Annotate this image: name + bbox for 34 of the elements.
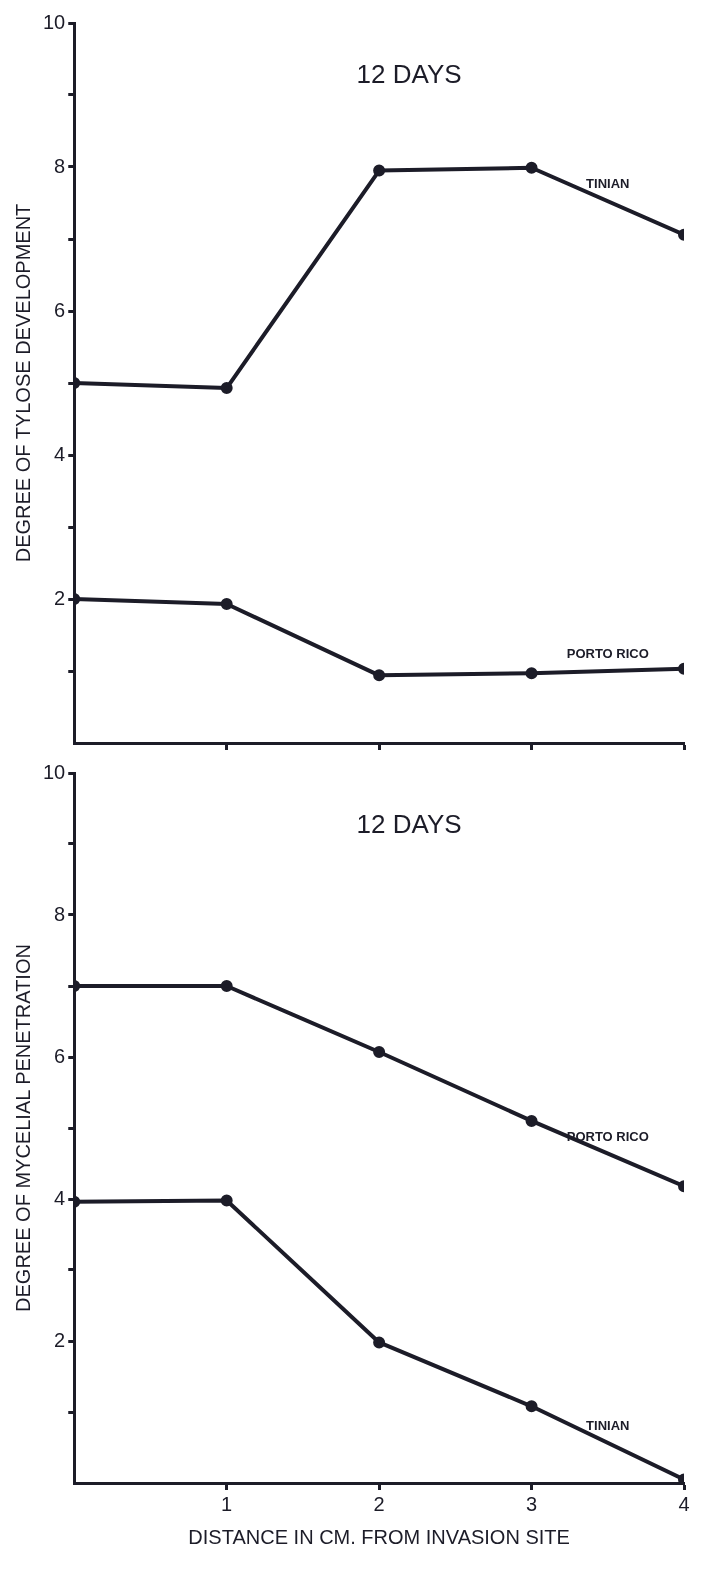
- x-tick-label: 4: [678, 1492, 690, 1515]
- y-tick-label: 2: [54, 586, 66, 609]
- point: [220, 1194, 233, 1207]
- series-label: TINIAN: [586, 1417, 630, 1433]
- point: [220, 980, 233, 992]
- point: [525, 1400, 538, 1413]
- y-tick-label: 8: [54, 902, 66, 925]
- y-tick-label: 4: [54, 442, 66, 465]
- y-axis-title: DEGREE OF TYLOSE DEVELOPMENT: [11, 203, 34, 563]
- series-label: TINIAN: [586, 176, 630, 192]
- y-tick-label: 10: [43, 10, 66, 33]
- y-axis-title: DEGREE OF MYCELIAL PENETRATION: [11, 944, 34, 1312]
- point: [373, 1336, 386, 1349]
- y-tick-label: 8: [54, 154, 66, 177]
- point: [525, 667, 538, 680]
- y-tick-label: 6: [54, 298, 66, 321]
- y-tick-label: 6: [54, 1044, 66, 1067]
- series-label: PORTO RICO: [566, 646, 649, 662]
- x-tick-label: 3: [526, 1492, 538, 1515]
- point: [373, 164, 386, 177]
- point: [220, 598, 233, 611]
- x-tick-label: 2: [373, 1492, 385, 1515]
- point: [373, 1046, 386, 1059]
- y-tick-label: 2: [54, 1328, 66, 1351]
- y-tick-label: 10: [43, 760, 66, 783]
- y-tick-label: 4: [54, 1186, 66, 1209]
- point: [525, 161, 538, 174]
- text: 12 DAYS: [356, 59, 462, 90]
- point: [373, 669, 386, 682]
- x-axis-title: DISTANCE IN CM. FROM INVASION SITE: [188, 1525, 570, 1548]
- point: [220, 382, 233, 395]
- point: [525, 1114, 538, 1127]
- x-tick-label: 1: [221, 1492, 233, 1515]
- text: 12 DAYS: [356, 809, 462, 840]
